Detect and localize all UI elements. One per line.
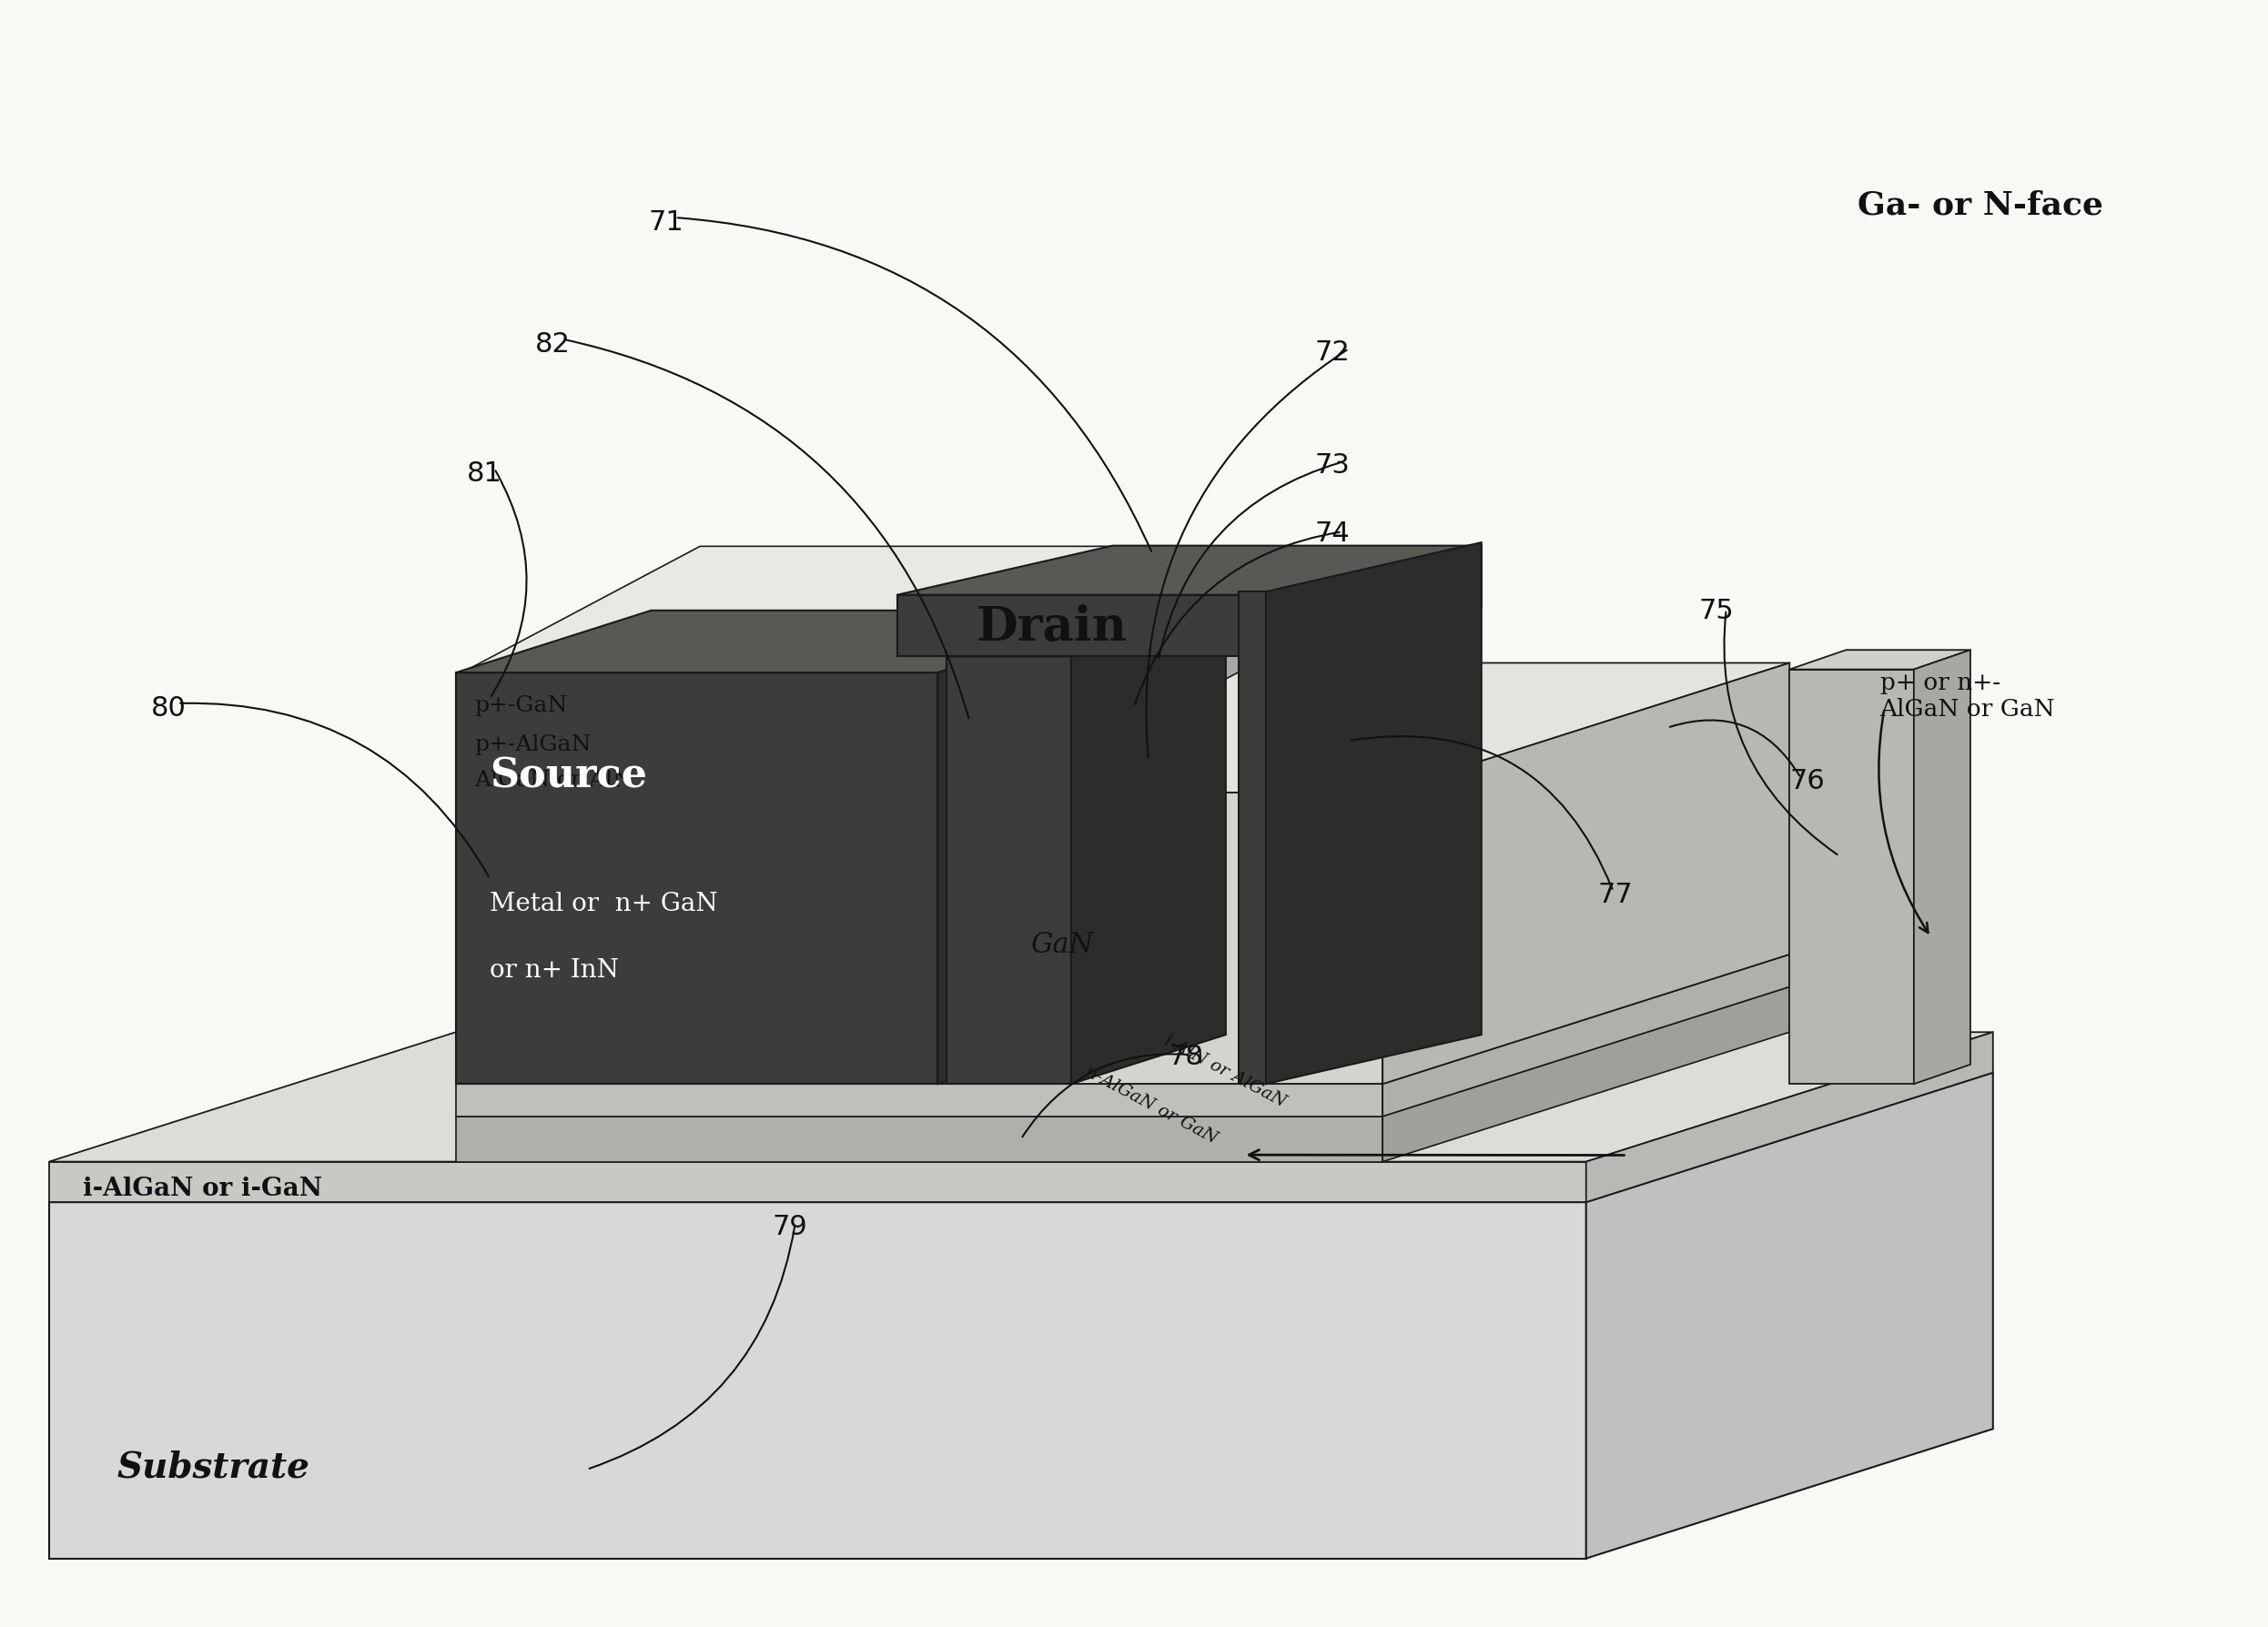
Polygon shape <box>456 662 1789 792</box>
Polygon shape <box>456 672 937 1084</box>
Polygon shape <box>1012 628 1256 792</box>
Polygon shape <box>937 610 1134 1084</box>
Polygon shape <box>456 592 1256 721</box>
Text: Ga- or N-face: Ga- or N-face <box>1857 190 2102 221</box>
Text: 73: 73 <box>1315 452 1349 478</box>
Text: 80: 80 <box>150 695 186 722</box>
Text: 82: 82 <box>535 330 569 358</box>
Polygon shape <box>1012 592 1256 757</box>
Polygon shape <box>1266 545 1481 656</box>
Polygon shape <box>456 988 1789 1116</box>
Text: AlGaN or AlN: AlGaN or AlN <box>474 770 633 791</box>
Text: 75: 75 <box>1699 599 1735 625</box>
Polygon shape <box>1070 607 1225 1084</box>
Text: n-AlGaN or GaN: n-AlGaN or GaN <box>1082 1064 1220 1147</box>
Text: or n+ InN: or n+ InN <box>490 958 619 983</box>
Polygon shape <box>1789 669 1914 1084</box>
Polygon shape <box>456 610 1134 672</box>
Polygon shape <box>1383 988 1789 1162</box>
Polygon shape <box>1789 649 1971 669</box>
Polygon shape <box>456 721 1012 757</box>
Polygon shape <box>456 675 1012 721</box>
Polygon shape <box>898 545 1481 595</box>
Polygon shape <box>898 595 1266 656</box>
Polygon shape <box>1383 662 1789 1084</box>
Polygon shape <box>456 757 1012 792</box>
Text: 76: 76 <box>1789 768 1826 794</box>
Polygon shape <box>1012 547 1256 721</box>
Polygon shape <box>50 1202 1585 1559</box>
Text: Metal or  n+ GaN: Metal or n+ GaN <box>490 892 719 916</box>
Text: 74: 74 <box>1315 521 1349 547</box>
Polygon shape <box>456 547 1256 675</box>
Polygon shape <box>456 955 1789 1084</box>
Text: i-AlGaN or i-GaN: i-AlGaN or i-GaN <box>84 1176 322 1201</box>
Polygon shape <box>50 1032 1994 1162</box>
Text: GaN: GaN <box>1030 931 1093 960</box>
Text: 71: 71 <box>649 210 683 236</box>
Polygon shape <box>456 1116 1383 1162</box>
Polygon shape <box>50 1162 1585 1202</box>
Text: p+ or n+-
AlGaN or GaN: p+ or n+- AlGaN or GaN <box>1880 672 2055 721</box>
Polygon shape <box>1238 592 1266 1084</box>
Polygon shape <box>1585 1072 1994 1559</box>
Polygon shape <box>1266 542 1481 1084</box>
Text: 78: 78 <box>1168 1043 1204 1071</box>
Text: 79: 79 <box>773 1214 807 1240</box>
Text: Source: Source <box>490 757 646 796</box>
Polygon shape <box>946 607 1225 656</box>
Text: p+-AlGaN: p+-AlGaN <box>474 734 590 755</box>
Text: p+-GaN: p+-GaN <box>474 695 567 716</box>
Polygon shape <box>1914 649 1971 1084</box>
Text: 77: 77 <box>1597 882 1633 908</box>
Polygon shape <box>1585 1032 1994 1202</box>
Text: Substrate: Substrate <box>118 1450 311 1485</box>
Polygon shape <box>1383 955 1789 1116</box>
Polygon shape <box>456 1084 1383 1116</box>
Text: 72: 72 <box>1315 338 1349 366</box>
Text: 81: 81 <box>467 460 503 486</box>
Polygon shape <box>456 792 1383 1084</box>
Polygon shape <box>946 656 1070 1084</box>
Text: Drain: Drain <box>975 605 1127 651</box>
Polygon shape <box>456 628 1256 757</box>
Text: i-AlN or AlGaN: i-AlN or AlGaN <box>1161 1032 1288 1110</box>
Polygon shape <box>50 1072 1994 1202</box>
